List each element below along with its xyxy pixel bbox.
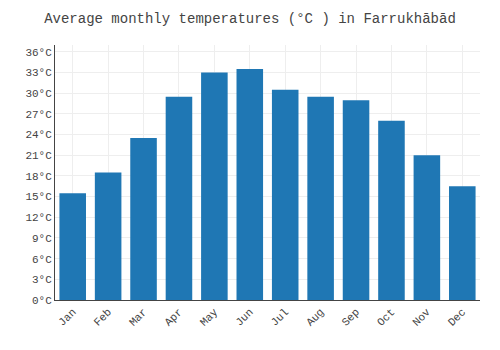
svg-text:21°C: 21°C: [25, 150, 52, 162]
svg-text:3°C: 3°C: [32, 274, 52, 286]
svg-text:Nov: Nov: [410, 306, 433, 329]
svg-text:27°C: 27°C: [25, 109, 52, 121]
svg-text:Aug: Aug: [304, 306, 326, 328]
svg-text:Average monthly temperatures (: Average monthly temperatures (°C ) in Fa…: [44, 11, 456, 27]
svg-text:Jul: Jul: [269, 306, 291, 328]
svg-text:24°C: 24°C: [25, 129, 52, 141]
svg-text:12°C: 12°C: [25, 212, 52, 224]
svg-text:36°C: 36°C: [25, 47, 52, 59]
svg-text:Oct: Oct: [375, 306, 397, 328]
svg-text:0°C: 0°C: [32, 295, 52, 307]
svg-text:30°C: 30°C: [25, 88, 52, 100]
svg-text:18°C: 18°C: [25, 171, 52, 183]
svg-text:Jan: Jan: [56, 306, 78, 328]
svg-text:6°C: 6°C: [32, 254, 52, 266]
svg-text:May: May: [198, 306, 221, 329]
svg-text:Feb: Feb: [92, 306, 114, 328]
svg-text:15°C: 15°C: [25, 191, 52, 203]
svg-text:Dec: Dec: [446, 306, 468, 328]
svg-text:Jun: Jun: [233, 306, 255, 328]
svg-text:33°C: 33°C: [25, 67, 52, 79]
svg-text:Apr: Apr: [162, 306, 184, 328]
svg-text:Mar: Mar: [127, 306, 149, 328]
svg-text:Sep: Sep: [340, 306, 362, 328]
svg-text:9°C: 9°C: [32, 233, 52, 245]
